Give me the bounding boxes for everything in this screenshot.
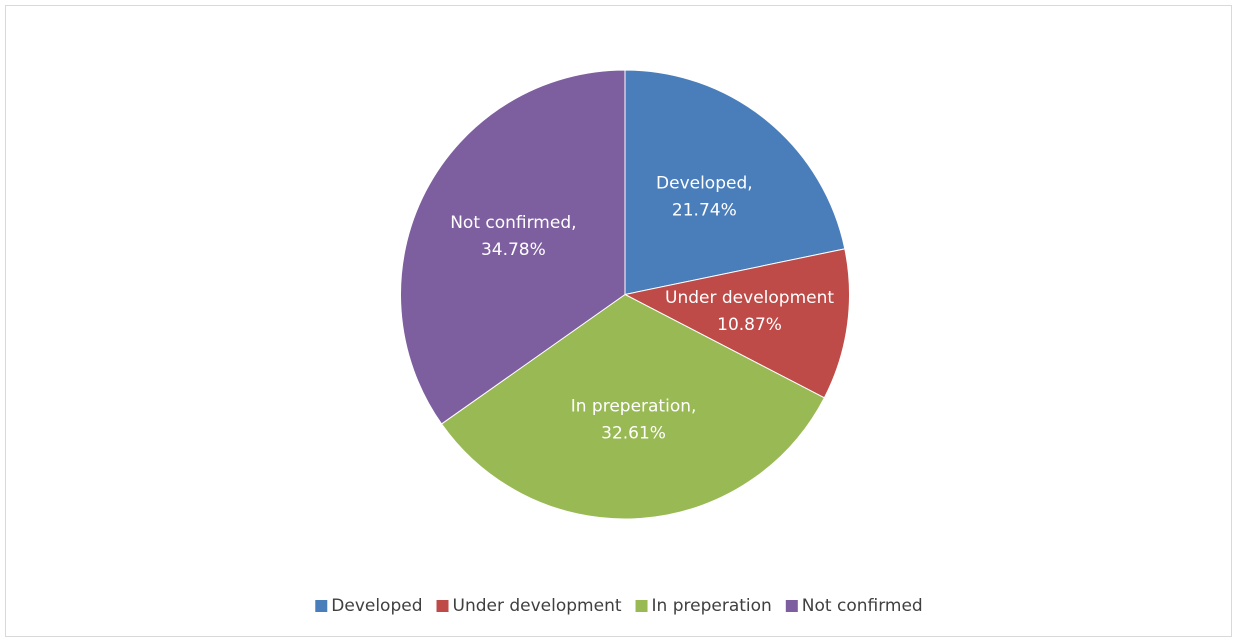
pie-slice bbox=[624, 69, 846, 296]
pie-slice bbox=[623, 248, 850, 399]
legend-label: In preperation bbox=[652, 596, 772, 616]
data-label: 10.87% bbox=[717, 315, 782, 335]
data-label: In preperation, bbox=[571, 396, 697, 416]
legend-swatch bbox=[315, 600, 328, 612]
data-label: Under development bbox=[665, 288, 834, 308]
pie-slice bbox=[440, 293, 825, 520]
legend-label: Under development bbox=[453, 596, 622, 616]
data-labels: Developed, 21.74% Under development 10.87% I… bbox=[450, 173, 834, 443]
legend-label: Not confirmed bbox=[802, 596, 923, 616]
data-label: 21.74% bbox=[672, 200, 737, 220]
legend-swatch bbox=[785, 600, 798, 612]
legend-swatch bbox=[635, 600, 648, 612]
data-label: 32.61% bbox=[601, 423, 666, 443]
legend-swatch bbox=[436, 600, 449, 612]
data-label: Not confirmed, bbox=[450, 213, 576, 233]
legend: Developed Under development In preperation… bbox=[315, 596, 923, 616]
data-label: Developed, bbox=[656, 173, 753, 193]
legend-label: Developed bbox=[331, 596, 422, 616]
pie bbox=[400, 69, 850, 520]
pie-slice bbox=[400, 69, 626, 425]
data-label: 34.78% bbox=[481, 240, 546, 260]
